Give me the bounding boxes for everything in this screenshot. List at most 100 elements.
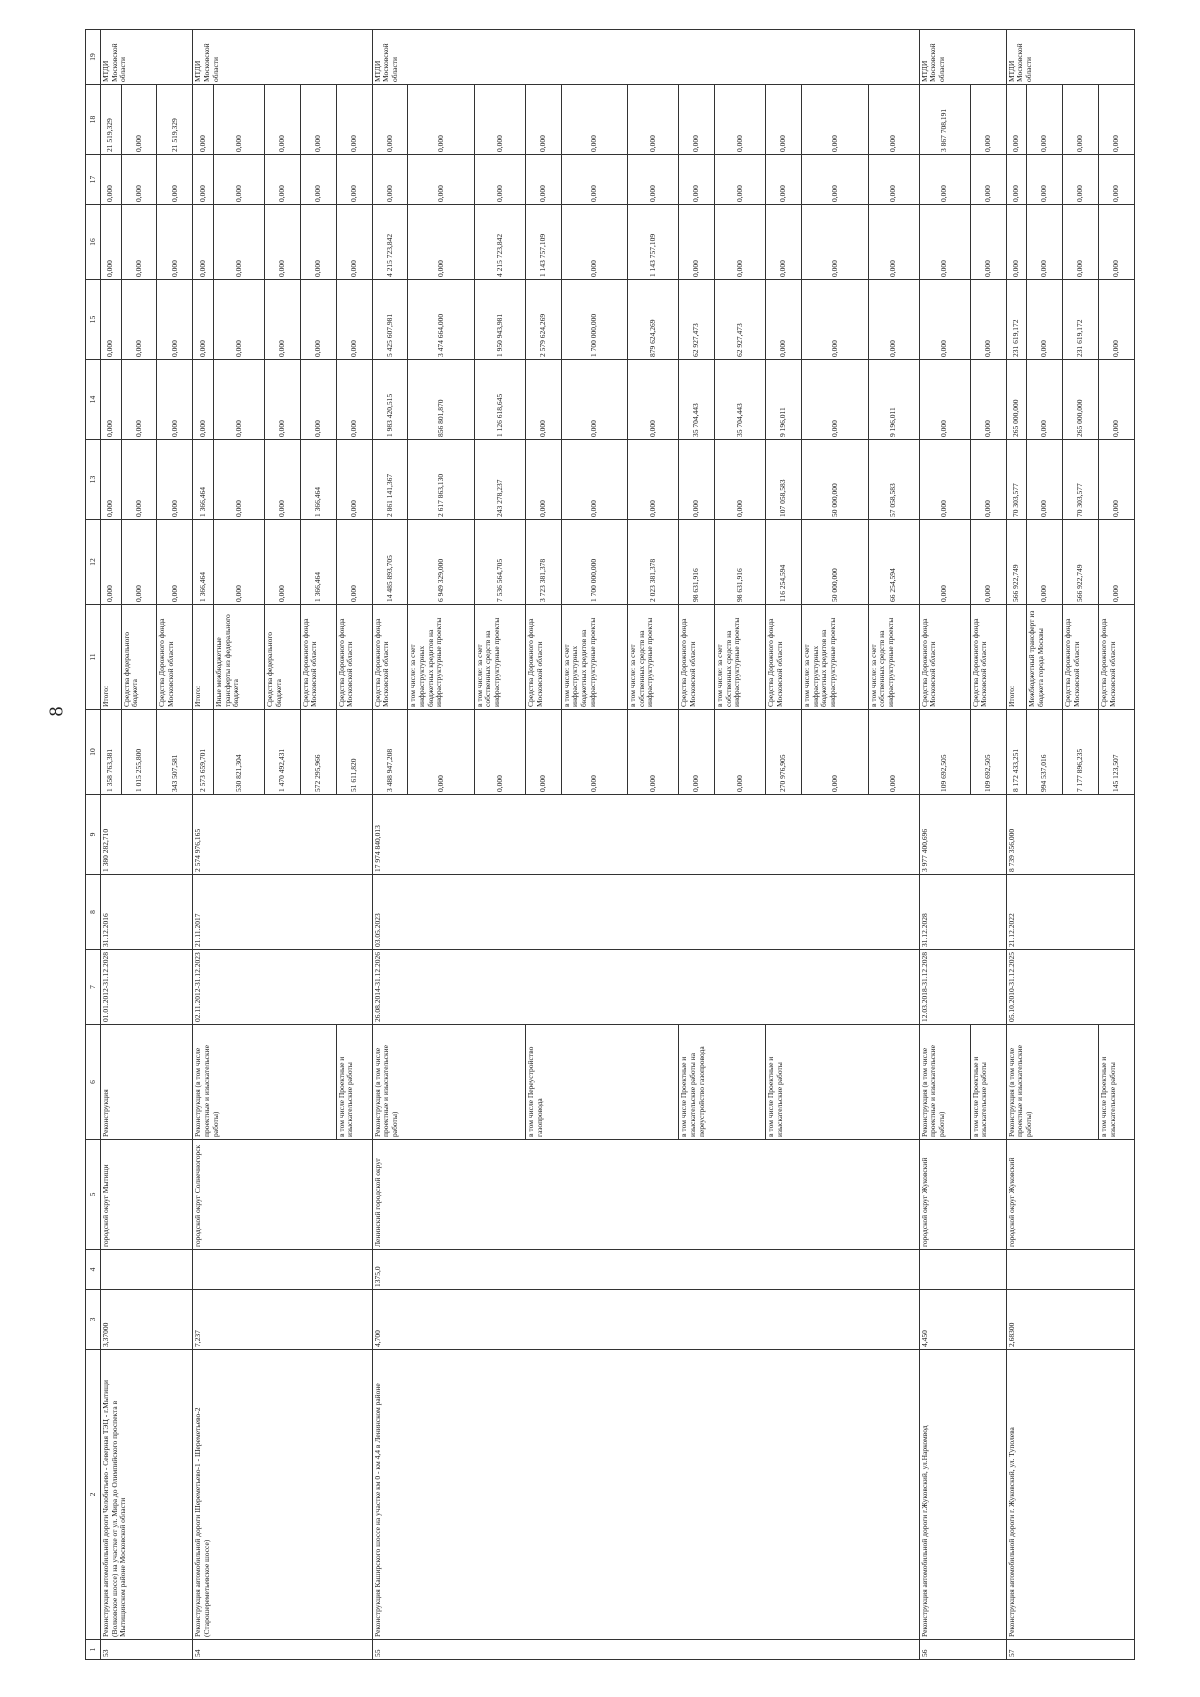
- amount: 0,000: [714, 154, 766, 205]
- amount: 0,000: [156, 154, 193, 205]
- amount: 0,000: [714, 204, 766, 280]
- length: 4,700: [372, 1289, 920, 1350]
- amount: 231 619,172: [1062, 279, 1099, 360]
- amount: 3 723 381,378: [525, 519, 562, 605]
- project-number: 54: [192, 1639, 373, 1660]
- amount: 0,000: [868, 279, 920, 360]
- amount: 0,000: [1098, 84, 1135, 155]
- amount: 856 801,870: [407, 359, 475, 440]
- source: в том числе: за счет собственных средств…: [627, 604, 679, 710]
- amount: 4 215 723,842: [474, 204, 526, 280]
- source: Средства Дорожного фонда Московской обла…: [336, 604, 373, 710]
- amount: 0,000: [1098, 279, 1135, 360]
- amount: 0,000: [213, 84, 265, 155]
- source: Средства Дорожного фонда Московской обла…: [525, 604, 562, 710]
- amount: 0,000: [1026, 84, 1063, 155]
- responsible: МТДИ Московской области: [1006, 29, 1135, 85]
- amount: 0,000: [213, 519, 265, 605]
- row-cost: 145 123,507: [1098, 709, 1135, 795]
- amount: 9 196,011: [765, 359, 802, 440]
- amount: 0,000: [1062, 84, 1099, 155]
- amount: 265 000,000: [1006, 359, 1027, 440]
- amount: 0,000: [121, 439, 157, 520]
- stage: Реконструкция (в том числе проектные и и…: [192, 1024, 337, 1140]
- extra: [1006, 1249, 1135, 1290]
- commissioning: 03.05.2023: [372, 874, 920, 950]
- amount: 4 215 723,842: [372, 204, 408, 280]
- amount: 0,000: [525, 439, 562, 520]
- source: Средства Дорожного фонда Московской обла…: [919, 604, 971, 710]
- amount: 0,000: [336, 279, 373, 360]
- page-number: 8: [45, 706, 68, 717]
- amount: 879 624,269: [627, 279, 679, 360]
- amount: 0,000: [627, 359, 679, 440]
- source: Межбюджетный трансферт из бюджета города…: [1026, 604, 1063, 710]
- amount: 0,000: [100, 359, 122, 440]
- amount: 0,000: [100, 204, 122, 280]
- amount: 0,000: [919, 154, 971, 205]
- amount: 0,000: [1026, 154, 1063, 205]
- source: Иные межбюджетные трансферты из федераль…: [213, 604, 265, 710]
- project-name: Реконструкция автомобильной дороги г.Жук…: [919, 1349, 1007, 1640]
- length: 2,68300: [1006, 1289, 1135, 1350]
- amount: 0,000: [121, 279, 157, 360]
- amount: 0,000: [970, 359, 1007, 440]
- project-name: Реконструкция Каширского шоссе на участк…: [372, 1349, 920, 1640]
- responsible: МТДИ Московской области: [100, 29, 193, 85]
- length: 3,37000: [100, 1289, 193, 1350]
- amount: 0,000: [336, 359, 373, 440]
- amount: 0,000: [970, 154, 1007, 205]
- amount: 50 000,000: [801, 519, 869, 605]
- extra: 1375,0: [372, 1249, 920, 1290]
- source: Средства Дорожного фонда Московской обла…: [372, 604, 408, 710]
- amount: 243 278,237: [474, 439, 526, 520]
- stage: в том числе Проектные и изыскательские р…: [678, 1024, 766, 1140]
- column-number: 4: [85, 1249, 101, 1290]
- amount: 1 143 757,109: [627, 204, 679, 280]
- amount: 566 922,749: [1062, 519, 1099, 605]
- amount: 107 058,583: [765, 439, 802, 520]
- amount: 3 867 708,191: [919, 84, 971, 155]
- amount: 0,000: [300, 279, 337, 360]
- source: в том числе: за счет собственных средств…: [868, 604, 920, 710]
- stage: Реконструкция (в том числе проектные и и…: [1006, 1024, 1099, 1140]
- amount: 50 000,000: [801, 439, 869, 520]
- project-name: Реконструкция автомобильной дороги Челоб…: [100, 1349, 193, 1640]
- amount: 0,000: [678, 439, 715, 520]
- amount: 0,000: [525, 84, 562, 155]
- amount: 0,000: [1098, 439, 1135, 520]
- stage: в том числе Проектные и изыскательские р…: [1098, 1024, 1135, 1140]
- extra: [192, 1249, 373, 1290]
- amount: 0,000: [970, 84, 1007, 155]
- responsible: МТДИ Московской области: [372, 29, 920, 85]
- total-cost: 2 574 976,165: [192, 794, 373, 875]
- column-number: 17: [85, 154, 101, 205]
- row-cost: 109 692,505: [970, 709, 1007, 795]
- finance-row: 54 Реконструкция автомобильной дороги Шер…: [192, 29, 373, 1660]
- amount: 0,000: [919, 359, 971, 440]
- row-cost: 343 507,581: [156, 709, 193, 795]
- amount: 0,000: [525, 154, 562, 205]
- start-end: 12.03.2018-31.12.2028: [919, 949, 1007, 1025]
- amount: 0,000: [970, 519, 1007, 605]
- amount: 0,000: [372, 84, 408, 155]
- source: Средства Дорожного фонда Московской обла…: [1062, 604, 1099, 710]
- project-number: 53: [100, 1639, 193, 1660]
- amount: 0,000: [407, 154, 475, 205]
- row-cost: 2 573 659,701: [192, 709, 214, 795]
- project-number: 55: [372, 1639, 920, 1660]
- amount: 0,000: [1062, 154, 1099, 205]
- amount: 0,000: [121, 204, 157, 280]
- length: 7,237: [192, 1289, 373, 1350]
- finance-row: 57 Реконструкция автомобильной дороги г. …: [1006, 29, 1135, 1660]
- amount: 0,000: [801, 84, 869, 155]
- commissioning: 31.12.2028: [919, 874, 1007, 950]
- header-row: 1 2 3 4 5 6 7 8 9 10 11 12 13 14 15 16 17 18 19: [85, 29, 101, 1660]
- amount: 0,000: [627, 439, 679, 520]
- start-end: 05.10.2010-31.12.2025: [1006, 949, 1135, 1025]
- row-cost: 8 172 433,251: [1006, 709, 1027, 795]
- column-number: 16: [85, 204, 101, 280]
- total-cost: 1 380 282,710: [100, 794, 193, 875]
- amount: 1 366,464: [192, 519, 214, 605]
- row-cost: 0,000: [678, 709, 715, 795]
